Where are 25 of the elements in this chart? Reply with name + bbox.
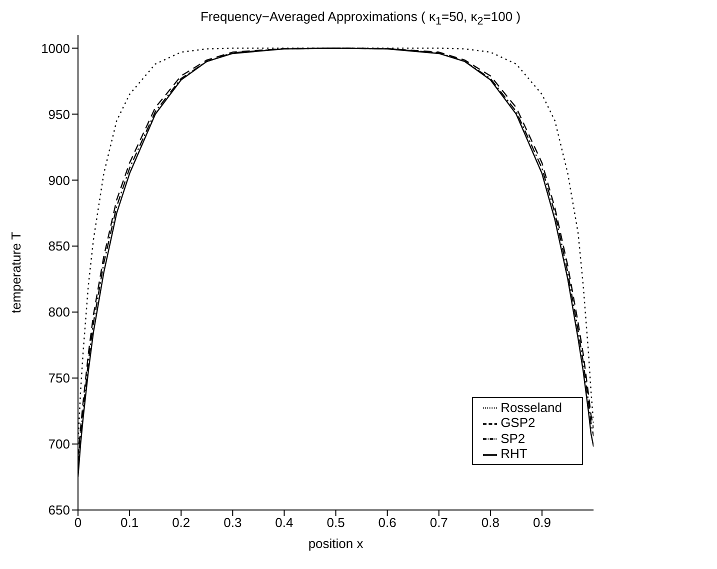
x-tick-label: 0.2	[172, 515, 190, 530]
x-tick-label: 0.6	[378, 515, 396, 530]
y-tick-label: 750	[48, 370, 70, 386]
x-tick-label: 0	[74, 515, 82, 530]
x-tick-label: 0.3	[224, 515, 242, 530]
legend-label: SP2	[500, 430, 526, 446]
legend-label: RHT	[500, 446, 528, 462]
y-tick-label: 1000	[41, 40, 70, 56]
x-tick-label: 0.9	[532, 515, 552, 530]
x-tick-label: 0.8	[481, 515, 500, 530]
chart-title: Frequency−Averaged Approximations ( κ$_{1}$=50, κ$_{2}$=100 )	[199, 8, 522, 30]
x-tick-label: 0.7	[430, 515, 448, 530]
y-axis-title: temperature T	[8, 232, 24, 314]
y-tick-label: 800	[48, 304, 70, 320]
y-tick-label: 900	[48, 172, 70, 188]
x-tick-label: 0.4	[275, 515, 294, 530]
x-tick-label: 0.5	[326, 515, 345, 530]
y-tick-label: 650	[48, 502, 70, 518]
y-tick-label: 950	[48, 106, 70, 122]
x-tick-label: 0.1	[120, 515, 139, 530]
y-tick-label: 850	[48, 238, 70, 254]
legend-label: GSP2	[500, 415, 536, 430]
y-tick-label: 700	[48, 436, 70, 452]
legend-label: Rosseland	[500, 400, 562, 415]
x-axis-title: position x	[308, 536, 364, 551]
